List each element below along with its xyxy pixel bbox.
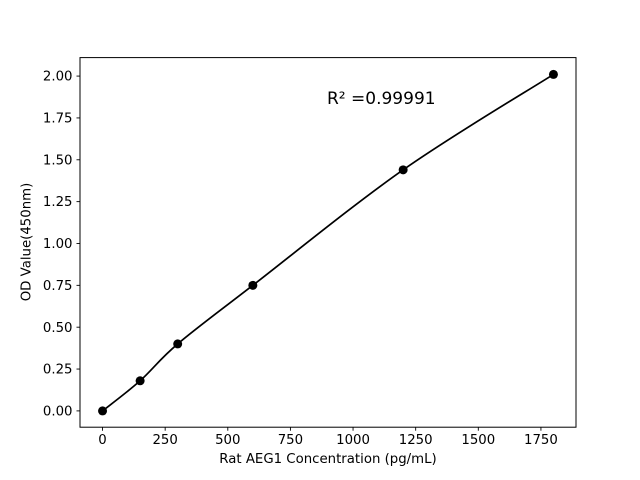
x-tick-label: 1500 bbox=[461, 433, 495, 448]
data-point-marker bbox=[135, 376, 145, 386]
data-point-marker bbox=[248, 280, 258, 290]
y-tick-label: 0.75 bbox=[43, 279, 73, 294]
r-squared-annotation: R² =0.99991 bbox=[327, 89, 436, 109]
x-tick-label: 1750 bbox=[524, 433, 558, 448]
y-tick-label: 2.00 bbox=[43, 70, 73, 85]
x-tick-label: 1250 bbox=[399, 433, 433, 448]
y-tick-label: 1.25 bbox=[43, 195, 73, 210]
data-point-marker bbox=[98, 406, 108, 416]
y-tick-label: 0.50 bbox=[43, 321, 73, 336]
x-axis-label: Rat AEG1 Concentration (pg/mL) bbox=[219, 452, 437, 467]
fitted-curve bbox=[101, 73, 555, 412]
x-tick-label: 500 bbox=[215, 433, 240, 448]
x-tick-label: 750 bbox=[278, 433, 303, 448]
data-point-marker bbox=[548, 69, 558, 79]
plot-border bbox=[79, 57, 577, 428]
y-axis-label: OD Value(450nm) bbox=[19, 182, 35, 302]
y-tick-label: 1.50 bbox=[43, 153, 73, 168]
y-tick-label: 0.00 bbox=[43, 404, 73, 419]
x-tick-label: 0 bbox=[98, 433, 106, 448]
x-tick-label: 1000 bbox=[336, 433, 370, 448]
x-tick-label: 250 bbox=[152, 433, 177, 448]
y-tick-label: 1.75 bbox=[43, 112, 73, 127]
y-tick-label: 0.25 bbox=[43, 363, 73, 378]
y-tick-label: 1.00 bbox=[43, 237, 73, 252]
data-point-marker bbox=[398, 165, 408, 175]
data-point-marker bbox=[173, 339, 183, 349]
